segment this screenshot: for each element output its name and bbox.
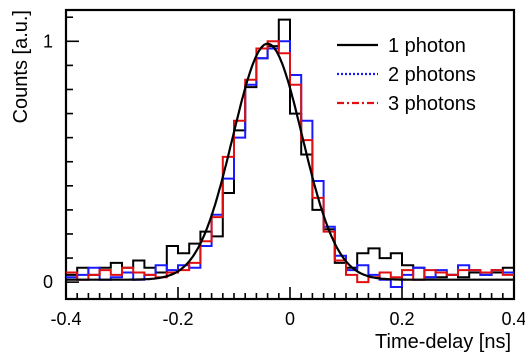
histogram-series-3 xyxy=(66,40,514,284)
axis-group: -0.4 -0.2 0 0.2 0.4 0 1 xyxy=(43,16,525,329)
y-axis-title: Counts [a.u.] xyxy=(10,10,32,123)
series-group xyxy=(66,18,514,288)
legend-label-3: 3 photons xyxy=(388,93,476,115)
legend: 1 photon 2 photons 3 photons xyxy=(337,35,476,115)
x-tick-label: 0 xyxy=(285,309,295,329)
legend-label-1: 1 photon xyxy=(388,35,466,57)
x-tick-label: 0.4 xyxy=(501,309,525,329)
y-tick-label: 1 xyxy=(43,31,53,51)
legend-label-2: 2 photons xyxy=(388,64,476,86)
fit-curve-series-1 xyxy=(66,42,514,281)
x-tick-label: 0.2 xyxy=(389,309,414,329)
x-tick-label: -0.2 xyxy=(162,309,193,329)
y-tick-label: 0 xyxy=(43,272,53,292)
x-axis-title: Time-delay [ns] xyxy=(375,331,511,353)
x-tick-label: -0.4 xyxy=(50,309,81,329)
